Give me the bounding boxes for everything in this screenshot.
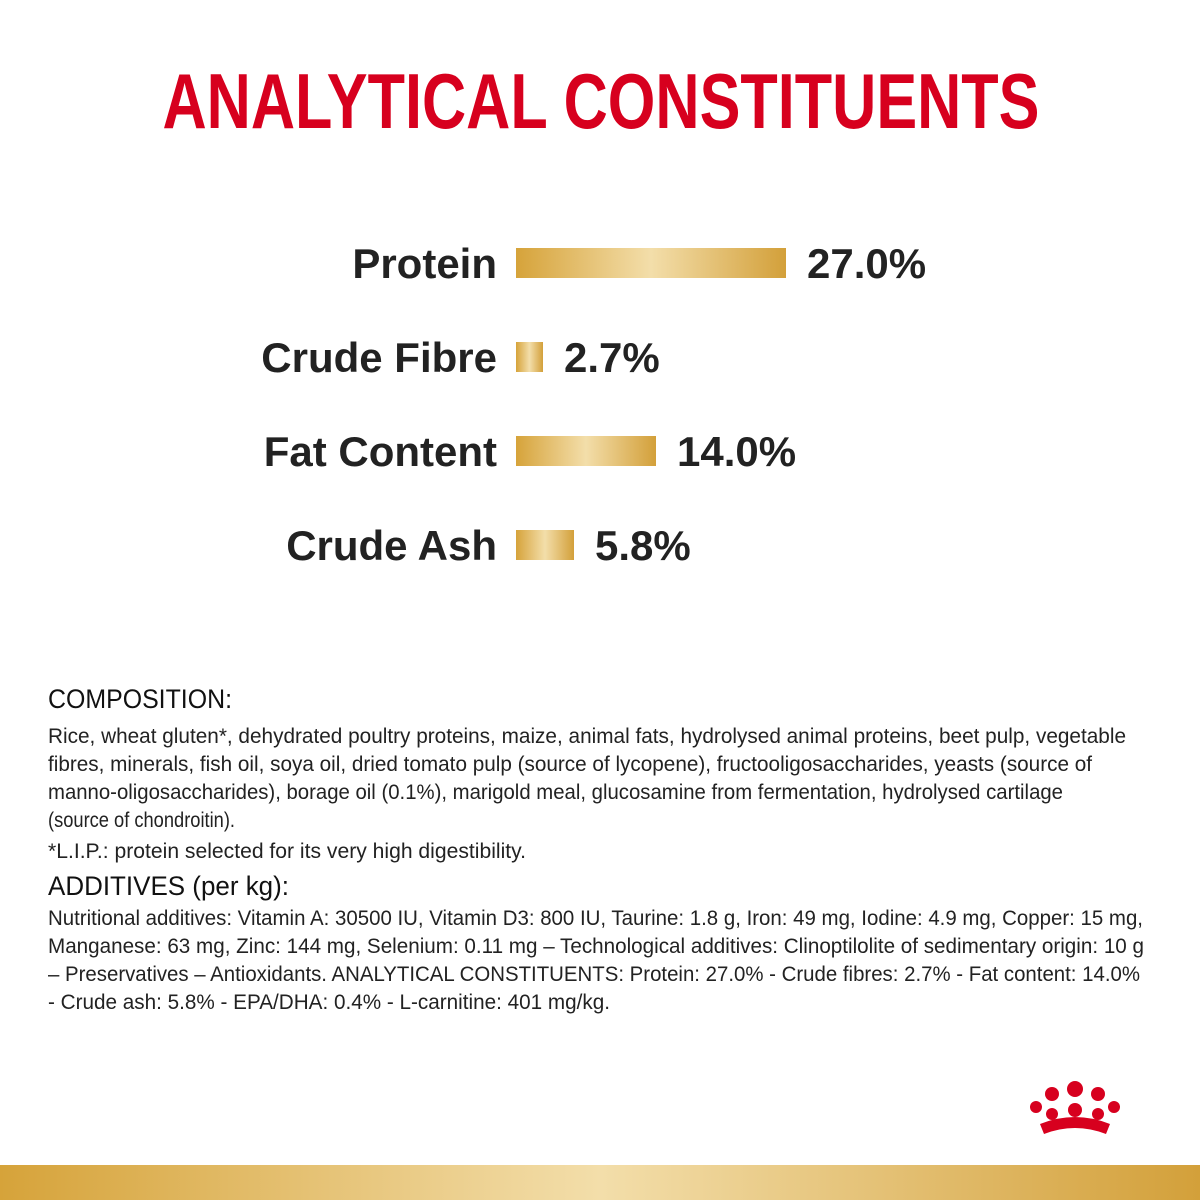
category-label: Fat Content bbox=[264, 428, 497, 475]
chart-title: ANALYTICAL CONSTITUENTS bbox=[163, 57, 1040, 145]
bar-chart: Protein 27.0% Crude Fibre 2.7% Fat Content 14… bbox=[261, 240, 926, 569]
value-label: 14.0% bbox=[677, 428, 796, 475]
value-label: 2.7% bbox=[564, 334, 660, 381]
section-heading: COMPOSITION: bbox=[48, 684, 232, 714]
logo bbox=[1030, 1081, 1120, 1134]
bar bbox=[516, 530, 574, 560]
category-label: Crude Ash bbox=[286, 522, 497, 569]
section-heading: ADDITIVES (per kg): bbox=[48, 871, 289, 901]
bar bbox=[516, 248, 786, 278]
value-label: 27.0% bbox=[807, 240, 926, 287]
text-line: Manganese: 63 mg, Zinc: 144 mg, Selenium… bbox=[48, 935, 1144, 958]
category-label: Crude Fibre bbox=[261, 334, 497, 381]
category-label: Protein bbox=[352, 240, 497, 287]
text-line: fibres, minerals, fish oil, soya oil, dr… bbox=[48, 753, 1092, 776]
text-line: - Crude ash: 5.8% - EPA/DHA: 0.4% - L-ca… bbox=[48, 991, 610, 1014]
note: *L.I.P.: protein selected for its very h… bbox=[48, 840, 526, 863]
bar bbox=[516, 436, 656, 466]
text-line: Rice, wheat gluten*, dehydrated poultry … bbox=[48, 725, 1126, 748]
text-line: – Preservatives – Antioxidants. ANALYTIC… bbox=[48, 963, 1140, 986]
value-label: 5.8% bbox=[595, 522, 691, 569]
text-line: Nutritional additives: Vitamin A: 30500 … bbox=[48, 907, 1143, 930]
bar bbox=[516, 342, 543, 372]
footer-band bbox=[0, 1165, 1200, 1200]
text-line: (source of chondroitin). bbox=[48, 809, 235, 832]
text-line: manno-oligosaccharides), borage oil (0.1… bbox=[48, 781, 1063, 804]
